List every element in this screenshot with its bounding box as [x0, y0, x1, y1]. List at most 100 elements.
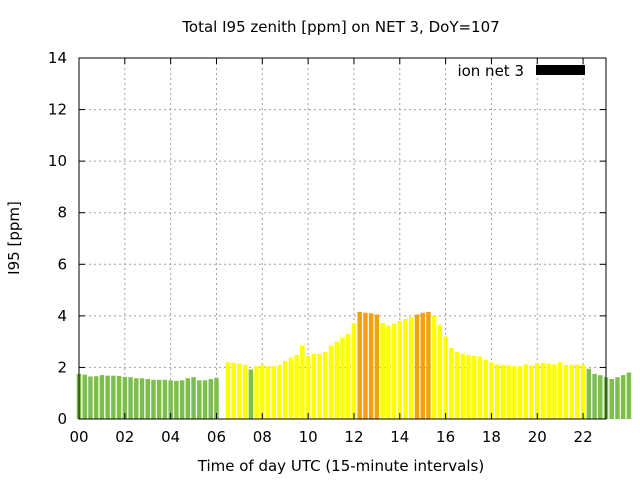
bar	[386, 325, 391, 419]
bar	[598, 375, 603, 419]
bar	[449, 348, 454, 419]
bar	[122, 376, 128, 419]
x-tick-label: 04	[161, 428, 180, 446]
bar	[557, 362, 563, 419]
y-tick-label: 4	[57, 307, 67, 325]
grid-lines	[79, 58, 606, 419]
bar	[185, 378, 191, 419]
bar	[300, 345, 305, 419]
bar	[254, 366, 259, 419]
x-tick-label: 16	[436, 428, 455, 446]
bar	[191, 377, 196, 419]
bar	[523, 364, 529, 419]
bar	[414, 314, 420, 419]
y-axis-label: I95 [ppm]	[5, 201, 23, 275]
y-tick-label: 8	[57, 204, 67, 222]
bar	[546, 363, 551, 419]
bar	[197, 380, 202, 419]
y-tick-label: 2	[57, 358, 67, 376]
y-tick-label: 10	[48, 152, 67, 170]
bar	[380, 323, 385, 419]
bar	[443, 336, 448, 419]
x-tick-label: 12	[344, 428, 363, 446]
bar	[208, 379, 213, 419]
bar	[214, 377, 219, 419]
bar	[357, 311, 362, 419]
x-tick-label: 22	[574, 428, 593, 446]
bar	[340, 337, 345, 419]
bar	[494, 364, 500, 419]
bar	[460, 354, 466, 419]
bar	[431, 315, 437, 419]
bar	[282, 360, 288, 419]
bar	[512, 366, 517, 419]
bar	[260, 365, 265, 419]
legend-swatch	[536, 65, 585, 75]
legend-label: ion net 3	[457, 62, 524, 80]
bar	[231, 362, 236, 419]
bar	[277, 364, 282, 419]
x-tick-label: 08	[253, 428, 272, 446]
bar	[489, 362, 494, 419]
y-tick-labels: 0 2 4 6 8 10 12 14	[48, 49, 67, 428]
bar	[592, 373, 597, 420]
bar	[323, 351, 328, 419]
bar	[620, 375, 626, 419]
bar	[472, 355, 477, 419]
bar	[271, 366, 276, 419]
x-tick-labels: 00 02 04 06 08 10 12 14 16 18 20 22	[69, 428, 592, 446]
bar	[615, 377, 620, 419]
bar	[535, 363, 540, 419]
bar	[540, 362, 546, 419]
bar	[403, 318, 408, 419]
bar	[225, 362, 231, 419]
bar	[174, 380, 179, 419]
bar	[162, 379, 168, 419]
bar	[391, 323, 397, 419]
bar	[517, 366, 523, 419]
bar	[334, 341, 340, 419]
bar	[454, 351, 460, 419]
bar	[294, 355, 299, 419]
bar	[288, 357, 294, 419]
bar	[168, 380, 173, 419]
bar	[328, 345, 334, 419]
x-tick-label: 10	[299, 428, 318, 446]
bar	[139, 378, 145, 419]
y-tick-label: 0	[57, 410, 67, 428]
x-tick-label: 18	[482, 428, 501, 446]
bar	[529, 365, 534, 419]
bar	[437, 324, 443, 419]
bar	[368, 313, 374, 419]
bar	[202, 380, 208, 419]
bar	[305, 355, 311, 419]
y-tick-label: 6	[57, 255, 67, 273]
legend: ion net 3	[457, 62, 585, 80]
bar	[93, 376, 99, 419]
x-tick-label: 00	[69, 428, 88, 446]
bar	[317, 354, 322, 419]
bar	[311, 354, 317, 419]
bar	[466, 355, 471, 419]
bar	[506, 365, 511, 419]
bar	[397, 321, 403, 419]
bar	[151, 379, 156, 419]
bar	[82, 374, 87, 419]
bar	[363, 312, 368, 419]
bar	[345, 333, 351, 419]
chart-title: Total I95 zenith [ppm] on NET 3, DoY=107	[181, 18, 499, 36]
bar	[500, 364, 506, 419]
bar	[420, 312, 425, 419]
x-tick-label: 14	[390, 428, 409, 446]
axis-ticks	[78, 57, 606, 420]
bar	[483, 359, 488, 419]
bar	[351, 323, 357, 419]
bar	[116, 375, 122, 419]
bar	[105, 375, 110, 419]
x-tick-label: 20	[528, 428, 547, 446]
bar	[374, 314, 380, 419]
bar	[134, 378, 139, 419]
x-axis-label: Time of day UTC (15-minute intervals)	[197, 457, 484, 475]
bar	[242, 364, 248, 419]
